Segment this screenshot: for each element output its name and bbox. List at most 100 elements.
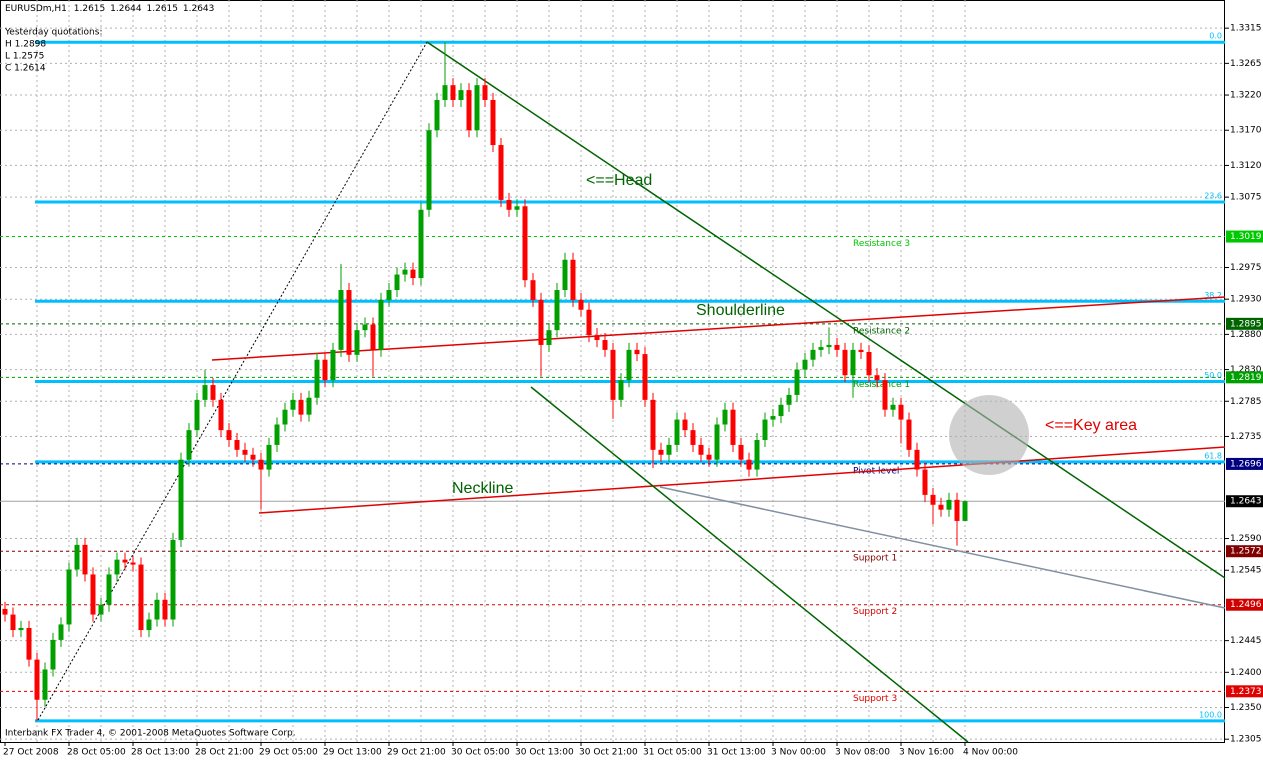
fib-label: 61.8 xyxy=(1204,451,1222,460)
candle-body xyxy=(290,399,296,410)
y-tick-label: 1.2445 xyxy=(1230,636,1262,646)
x-tick-label: 3 Nov 00:00 xyxy=(771,748,826,758)
candle-body xyxy=(58,624,64,640)
y-tick-label: 1.3265 xyxy=(1230,59,1262,69)
candle-body xyxy=(642,354,648,400)
candle-body xyxy=(706,454,712,460)
candle-body xyxy=(682,419,688,431)
candle-body xyxy=(218,399,224,431)
candle-body xyxy=(906,419,912,450)
candle-body xyxy=(954,499,960,521)
candle-body xyxy=(946,499,952,510)
x-tick-label: 3 Nov 16:00 xyxy=(899,748,954,758)
candle-body xyxy=(386,290,392,300)
candle-body xyxy=(146,619,152,631)
candle-body xyxy=(426,130,432,210)
candle-body xyxy=(410,269,416,279)
candle-body xyxy=(690,430,696,445)
footer: Interbank FX Trader 4, © 2001-2008 MetaQ… xyxy=(5,729,296,739)
candle-body xyxy=(418,209,424,279)
candle-body xyxy=(850,349,856,376)
candle-body xyxy=(458,90,464,100)
x-tick-label: 4 Nov 00:00 xyxy=(963,748,1018,758)
candles xyxy=(2,42,968,721)
x-tick-label: 31 Oct 05:00 xyxy=(643,748,702,758)
candle-body xyxy=(650,399,656,450)
candle-body xyxy=(82,544,88,575)
candle-body xyxy=(194,399,200,431)
candle-body xyxy=(666,444,672,455)
candle-body xyxy=(490,99,496,146)
candle-body xyxy=(338,290,344,350)
fib-label: 38.2 xyxy=(1204,291,1222,300)
x-tick-label: 30 Oct 05:00 xyxy=(451,748,510,758)
candle-body xyxy=(562,259,568,291)
candle-body xyxy=(442,85,448,100)
price-box xyxy=(1226,598,1263,611)
price-box xyxy=(1226,685,1263,698)
x-tick-label: 3 Nov 08:00 xyxy=(835,748,890,758)
annotation: <==Head xyxy=(586,172,652,189)
candle-body xyxy=(586,309,592,336)
candle-body xyxy=(578,299,584,310)
fib-label: 100.0 xyxy=(1199,710,1222,719)
candle-body xyxy=(242,449,248,455)
candle-body xyxy=(10,614,16,631)
candle-body xyxy=(250,454,256,460)
candle-body xyxy=(90,574,96,615)
candle-body xyxy=(778,404,784,417)
axes: 1.3315 1.3265 1.3220 1.3170 1.3120 1.3075 1.29… xyxy=(3,24,1263,758)
candle-body xyxy=(130,562,136,565)
info-line: L 1.2575 xyxy=(5,52,44,62)
y-tick-label: 1.2400 xyxy=(1230,668,1262,678)
price-box-label: 1.2895 xyxy=(1230,319,1262,329)
candle-body xyxy=(106,574,112,605)
pivot-label: Support 1 xyxy=(853,554,897,564)
price-box xyxy=(1226,495,1263,508)
candle-body xyxy=(874,375,880,381)
header: EURUSDm,H1 1.2615 1.2644 1.2615 1.2643 xyxy=(5,4,214,14)
info-line: H 1.2898 xyxy=(5,40,46,50)
price-box xyxy=(1226,371,1263,384)
candle-body xyxy=(762,419,768,440)
header-low: 1.2615 xyxy=(147,4,179,14)
candle-body xyxy=(714,424,720,460)
candle-body xyxy=(378,299,384,350)
candle-body xyxy=(546,330,552,345)
price-box-label: 1.2643 xyxy=(1230,497,1262,507)
candle-body xyxy=(658,449,664,455)
symbol: EURUSDm,H1 xyxy=(5,4,67,14)
candle-body xyxy=(770,416,776,420)
candle-body xyxy=(554,290,560,331)
y-tick-label: 1.2590 xyxy=(1230,534,1262,544)
candle-body xyxy=(882,380,888,410)
candle-body xyxy=(186,430,192,460)
pivot-label: Support 3 xyxy=(853,694,897,704)
price-box-label: 1.3019 xyxy=(1230,232,1262,242)
x-tick-label: 29 Oct 05:00 xyxy=(259,748,318,758)
candle-body xyxy=(42,669,48,700)
candle-body xyxy=(938,504,944,510)
candle-body xyxy=(306,397,312,415)
candle-body xyxy=(362,324,368,331)
y-tick-label: 1.2975 xyxy=(1230,263,1262,273)
candle-body xyxy=(962,501,968,521)
candle-body xyxy=(2,608,8,615)
candle-body xyxy=(890,404,896,410)
candle-body xyxy=(394,274,400,291)
candle-body xyxy=(26,627,32,660)
fib-label: 50.0 xyxy=(1204,371,1222,380)
price-box-label: 1.2572 xyxy=(1230,547,1262,557)
y-tick-label: 1.3075 xyxy=(1230,193,1262,203)
price-box xyxy=(1226,457,1263,470)
candle-body xyxy=(298,399,304,415)
candle-body xyxy=(210,385,216,400)
candle-body xyxy=(402,269,408,275)
price-box-label: 1.2373 xyxy=(1230,687,1262,697)
x-tick-label: 28 Oct 21:00 xyxy=(195,748,254,758)
channel-lower xyxy=(530,386,969,743)
candle-body xyxy=(634,349,640,355)
candle-body xyxy=(698,444,704,455)
candle-body xyxy=(746,459,752,470)
levels: 0.0 23.6 38.2 50.0 61.8 100.0 Resistance 3 Resi… xyxy=(0,32,1225,723)
